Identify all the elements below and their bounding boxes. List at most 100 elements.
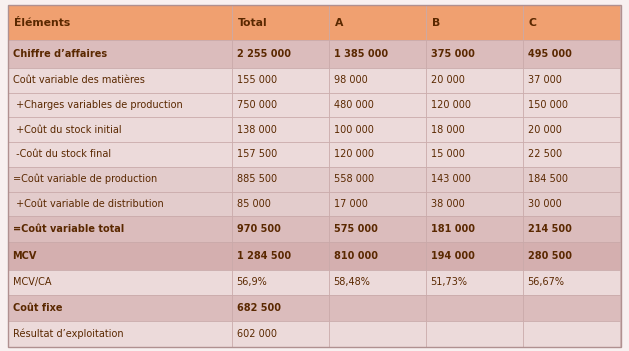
Text: +Charges variables de production: +Charges variables de production bbox=[13, 100, 182, 110]
Bar bbox=[231, 295, 328, 321]
Text: 30 000: 30 000 bbox=[528, 199, 562, 209]
Text: 37 000: 37 000 bbox=[528, 75, 562, 85]
Text: Coût fixe: Coût fixe bbox=[13, 303, 62, 313]
Text: 85 000: 85 000 bbox=[237, 199, 270, 209]
Bar bbox=[328, 167, 426, 192]
Text: 20 000: 20 000 bbox=[431, 75, 465, 85]
Text: 1 284 500: 1 284 500 bbox=[237, 251, 291, 261]
Bar bbox=[231, 40, 328, 68]
Bar bbox=[8, 216, 231, 242]
Text: 58,48%: 58,48% bbox=[333, 278, 370, 287]
Bar bbox=[328, 40, 426, 68]
Bar bbox=[523, 242, 620, 270]
Text: 214 500: 214 500 bbox=[528, 224, 572, 234]
Text: 120 000: 120 000 bbox=[333, 150, 374, 159]
Bar bbox=[8, 192, 231, 216]
Bar bbox=[426, 242, 523, 270]
Text: 575 000: 575 000 bbox=[333, 224, 377, 234]
Bar bbox=[523, 192, 620, 216]
Text: 38 000: 38 000 bbox=[431, 199, 464, 209]
Bar bbox=[426, 216, 523, 242]
Text: 56,9%: 56,9% bbox=[237, 278, 267, 287]
Text: 181 000: 181 000 bbox=[431, 224, 475, 234]
Text: 143 000: 143 000 bbox=[431, 174, 470, 184]
Text: 56,67%: 56,67% bbox=[528, 278, 565, 287]
Bar bbox=[523, 93, 620, 118]
Text: 885 500: 885 500 bbox=[237, 174, 277, 184]
Bar bbox=[8, 270, 231, 295]
Text: 970 500: 970 500 bbox=[237, 224, 281, 234]
Bar bbox=[231, 216, 328, 242]
Text: =Coût variable de production: =Coût variable de production bbox=[13, 174, 157, 184]
Text: 17 000: 17 000 bbox=[333, 199, 367, 209]
Bar bbox=[8, 167, 231, 192]
Text: 15 000: 15 000 bbox=[431, 150, 465, 159]
Text: C: C bbox=[529, 18, 537, 28]
Bar bbox=[231, 68, 328, 93]
Text: 750 000: 750 000 bbox=[237, 100, 277, 110]
Bar bbox=[231, 270, 328, 295]
Text: +Coût du stock initial: +Coût du stock initial bbox=[13, 125, 121, 135]
Bar bbox=[523, 321, 620, 347]
Text: 20 000: 20 000 bbox=[528, 125, 562, 135]
Bar bbox=[328, 295, 426, 321]
Bar bbox=[426, 40, 523, 68]
Bar bbox=[231, 242, 328, 270]
Text: Éléments: Éléments bbox=[14, 18, 70, 28]
Bar bbox=[523, 270, 620, 295]
Text: 51,73%: 51,73% bbox=[431, 278, 467, 287]
Bar bbox=[523, 118, 620, 142]
Bar bbox=[523, 5, 620, 40]
Text: 157 500: 157 500 bbox=[237, 150, 277, 159]
Bar bbox=[426, 118, 523, 142]
Bar bbox=[328, 270, 426, 295]
Text: 184 500: 184 500 bbox=[528, 174, 567, 184]
Text: 18 000: 18 000 bbox=[431, 125, 464, 135]
Bar bbox=[523, 68, 620, 93]
Text: B: B bbox=[432, 18, 440, 28]
Text: 98 000: 98 000 bbox=[333, 75, 367, 85]
Text: 495 000: 495 000 bbox=[528, 49, 572, 59]
Bar bbox=[426, 93, 523, 118]
Bar bbox=[426, 192, 523, 216]
Text: 280 500: 280 500 bbox=[528, 251, 572, 261]
Bar bbox=[8, 295, 231, 321]
Bar bbox=[426, 142, 523, 167]
Text: 155 000: 155 000 bbox=[237, 75, 277, 85]
Bar bbox=[426, 167, 523, 192]
Bar bbox=[328, 68, 426, 93]
Text: Résultat d’exploitation: Résultat d’exploitation bbox=[13, 329, 123, 339]
Text: 2 255 000: 2 255 000 bbox=[237, 49, 291, 59]
Bar bbox=[426, 68, 523, 93]
Text: MCV: MCV bbox=[13, 251, 37, 261]
Bar bbox=[8, 242, 231, 270]
Text: Coût variable des matières: Coût variable des matières bbox=[13, 75, 145, 85]
Bar bbox=[231, 5, 328, 40]
Bar bbox=[231, 118, 328, 142]
Text: 100 000: 100 000 bbox=[333, 125, 374, 135]
Text: MCV/CA: MCV/CA bbox=[13, 278, 51, 287]
Text: 22 500: 22 500 bbox=[528, 150, 562, 159]
Bar bbox=[8, 40, 231, 68]
Text: 194 000: 194 000 bbox=[431, 251, 474, 261]
Bar bbox=[426, 321, 523, 347]
Text: 682 500: 682 500 bbox=[237, 303, 281, 313]
Text: 1 385 000: 1 385 000 bbox=[333, 49, 387, 59]
Bar bbox=[231, 192, 328, 216]
Text: Total: Total bbox=[238, 18, 267, 28]
Text: 602 000: 602 000 bbox=[237, 329, 277, 339]
Bar bbox=[328, 118, 426, 142]
Text: A: A bbox=[335, 18, 343, 28]
Bar bbox=[231, 321, 328, 347]
Bar bbox=[426, 295, 523, 321]
Text: 120 000: 120 000 bbox=[431, 100, 470, 110]
Text: 558 000: 558 000 bbox=[333, 174, 374, 184]
Bar bbox=[231, 167, 328, 192]
Bar bbox=[231, 93, 328, 118]
Text: 810 000: 810 000 bbox=[333, 251, 377, 261]
Bar bbox=[328, 321, 426, 347]
Bar bbox=[426, 5, 523, 40]
Bar bbox=[523, 216, 620, 242]
Bar bbox=[8, 68, 231, 93]
Bar bbox=[328, 142, 426, 167]
